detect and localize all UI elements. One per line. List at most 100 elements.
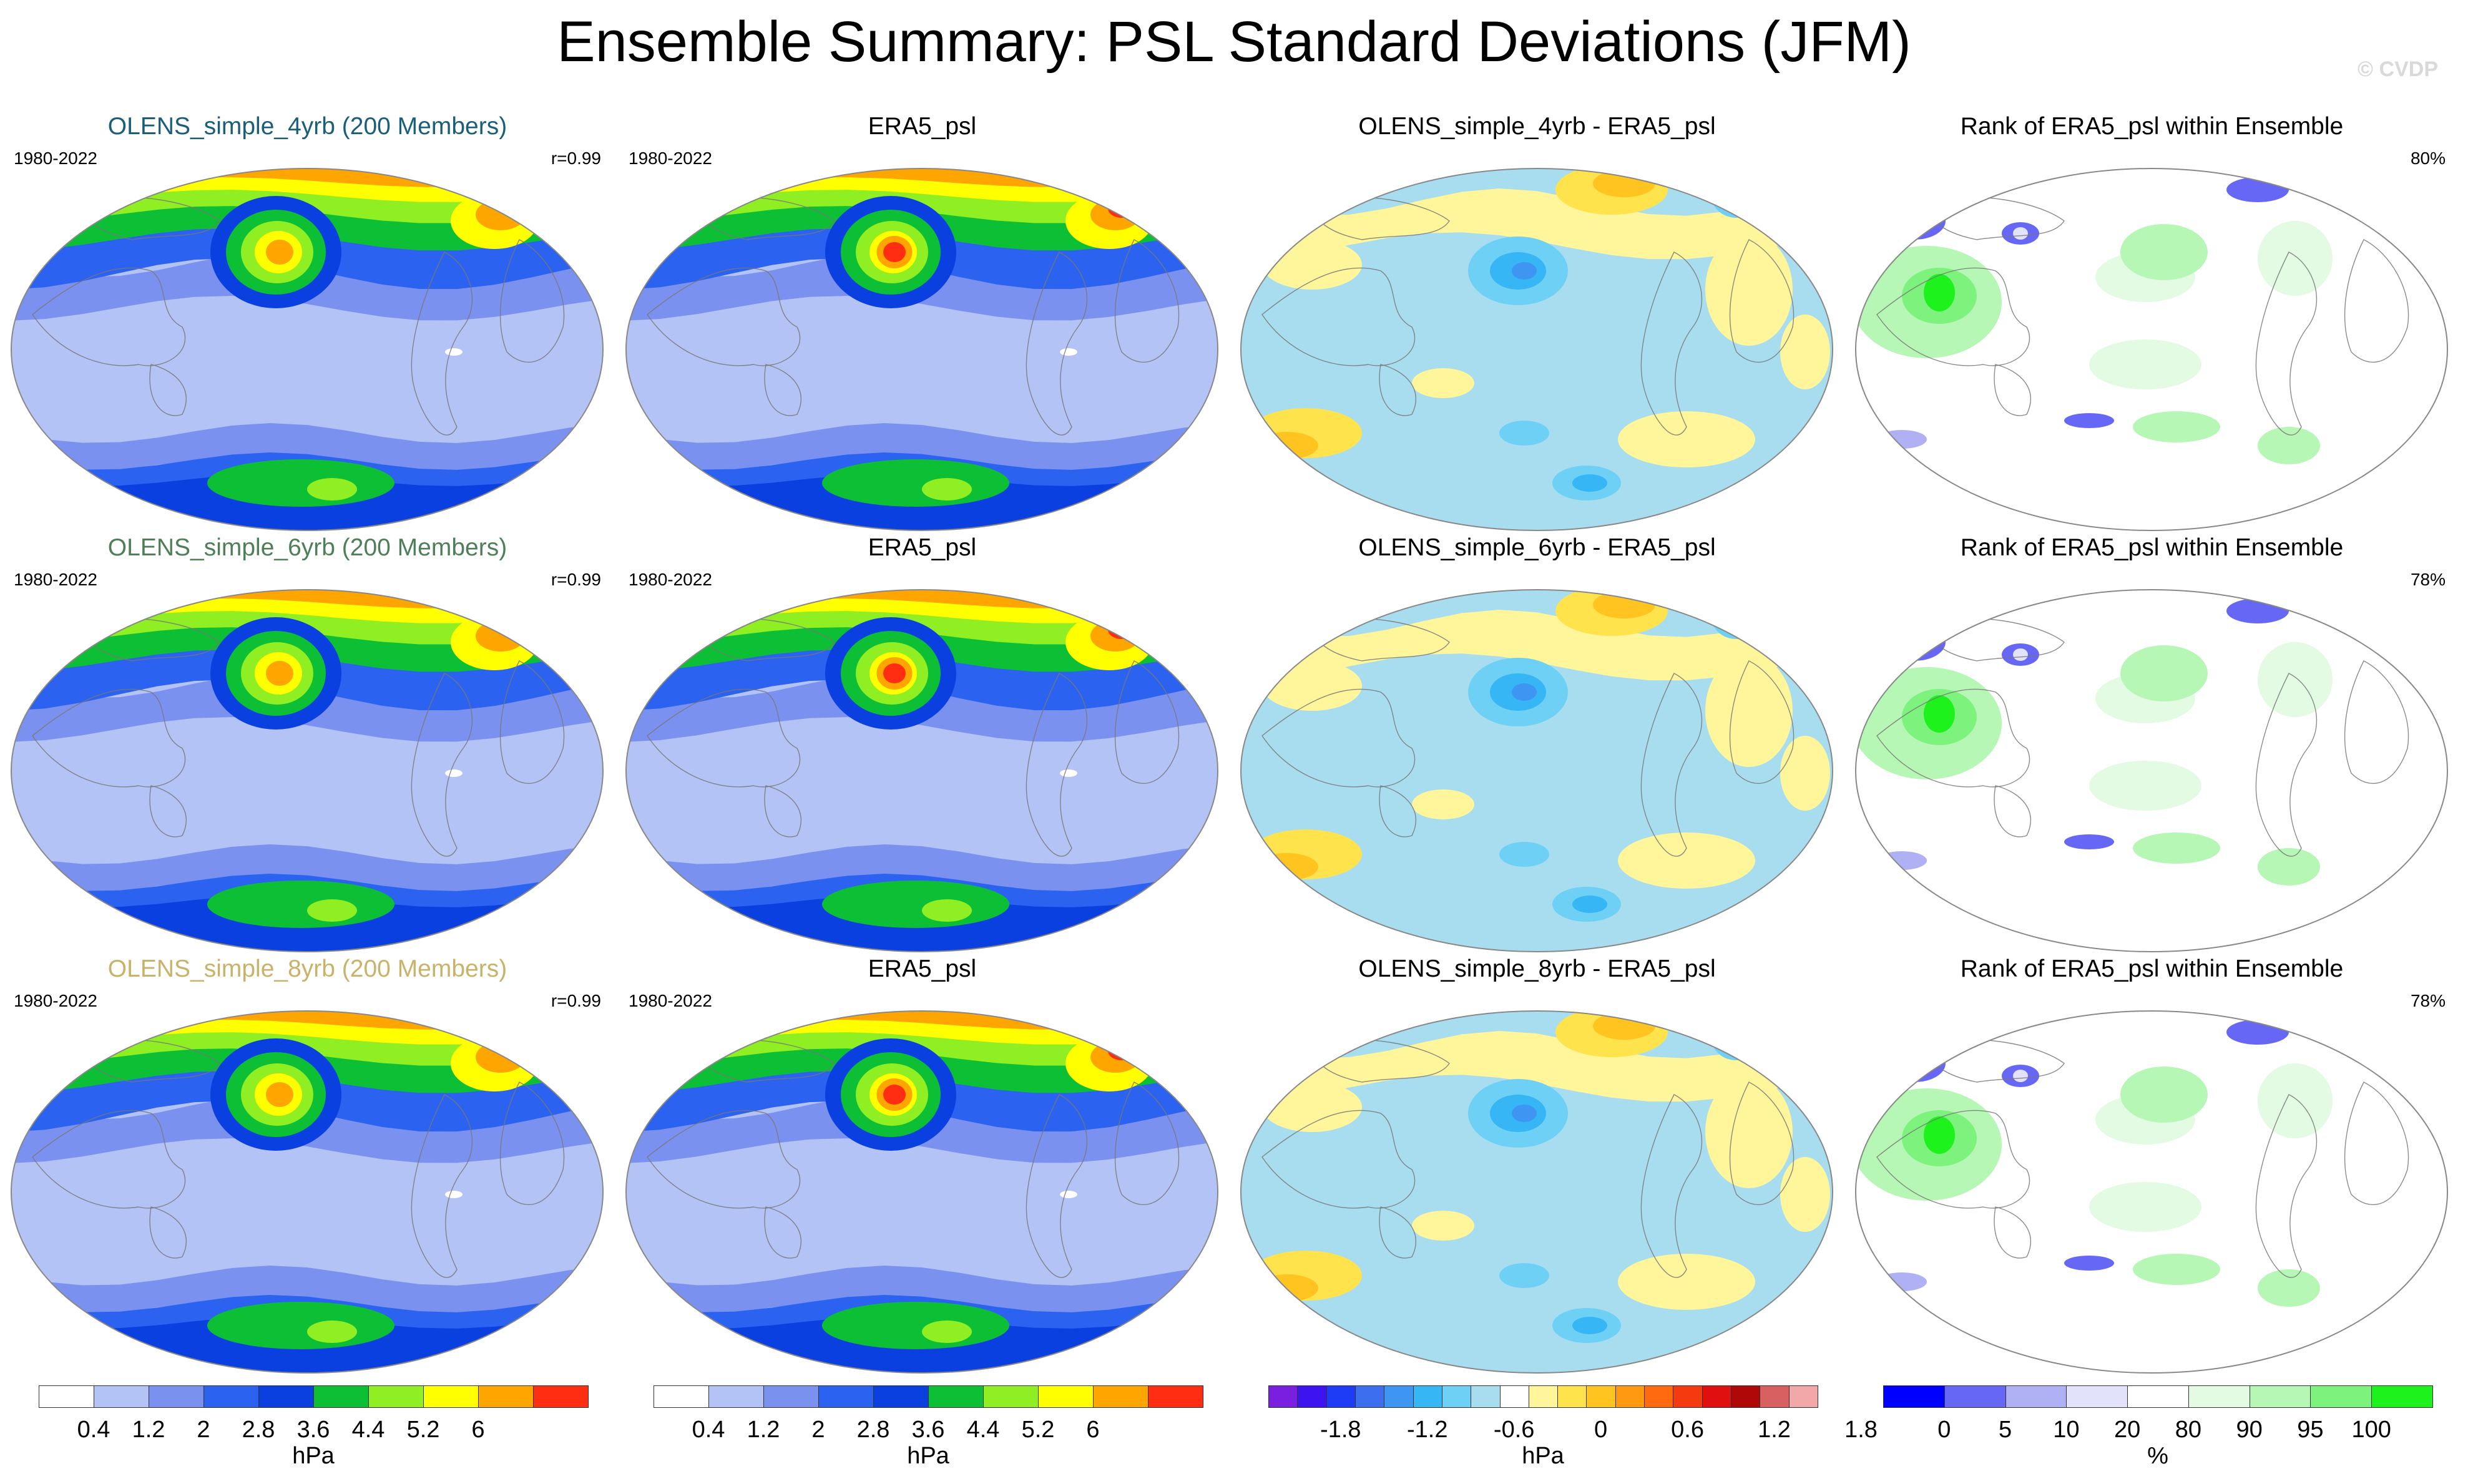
coastline-0 [1261,267,1416,366]
colorbar-tick-label: 6 [471,1417,485,1443]
south-rank-low [2064,1256,2114,1271]
atlantic-positive [1705,1076,1793,1188]
coastline-3 [1379,1206,1416,1259]
colorbar-swatches [654,1385,1203,1408]
coastline-2 [1114,1081,1180,1205]
sh-center-lvl5 [822,459,1009,507]
colorbar-tick-label: 10 [2053,1417,2080,1443]
map-boundary [625,168,1218,531]
colorbar-swatch [928,1385,984,1408]
colorbar-swatch [2310,1385,2373,1408]
map-boundary [1240,589,1833,952]
tropical-low-patch [1060,348,1077,356]
east-positive [1780,315,1830,389]
south-atlantic-positive [1618,411,1755,467]
period-label: 1980-2022 [629,570,712,589]
colorbar-swatch [873,1385,929,1408]
indian-positive-core [1256,432,1318,459]
colorbar-swatch [1557,1385,1587,1408]
colorbar-tick-label: 1.2 [747,1417,780,1443]
colorbar-tick-label: 20 [2113,1417,2141,1443]
colorbar-swatch [1944,1385,2006,1408]
npac-negative-center [1512,262,1537,280]
coastline-4 [697,618,835,661]
colorbar-swatch [2249,1385,2311,1408]
coastline-3 [1994,364,2031,416]
panel-title: OLENS_simple_8yrb (200 Members) [107,955,507,982]
arctic-lvl9 [735,168,810,180]
model-panel: OLENS_simple_6yrb (200 Members) 1980-2022… [0,534,615,952]
cvdp-watermark: © CVDP [2358,57,2438,81]
colorbar-swatch [2371,1385,2433,1408]
arctic-lvl9 [735,1011,810,1022]
natl-negative [1711,174,1761,218]
asia-rank-low-core [2013,1070,2028,1082]
sh-center-lvl5 [207,459,394,507]
colorbar-tick-label: 5 [1998,1417,2012,1443]
sh-band-lvl2 [626,423,1218,481]
rank-field [1856,1011,2447,1373]
npac-center-lvl9 [883,242,906,262]
east-positive [1780,736,1830,811]
colorbar-tick-label: 3.6 [296,1417,330,1443]
panel-title: OLENS_simple_8yrb - ERA5_psl [1358,955,1716,982]
colorbar-tick-label: -0.6 [1493,1417,1535,1443]
colorbar-swatch [2005,1385,2067,1408]
tropical-low-patch [1060,1191,1077,1198]
colorbar-unit-label: hPa [292,1443,335,1469]
colorbar-tick-label: 1.8 [1844,1417,1878,1443]
model-panel: OLENS_simple_4yrb (200 Members) 1980-2022… [0,112,615,531]
colorbar-tick-label: 2.8 [856,1417,890,1443]
obs-map [625,589,1218,952]
coastline-4 [1311,197,1450,240]
colorbar-swatch [1384,1385,1414,1408]
obs-panel: ERA5_psl 1980-2022 [615,534,1230,952]
colorbar-unit-label: hPa [907,1443,949,1469]
south-pacific-rank-high [2089,339,2201,389]
coastline-3 [1994,1206,2031,1259]
nh-positive-core [1593,591,1655,618]
colorbar-swatch [1731,1385,1761,1408]
coastline-1 [1640,251,1703,436]
map-boundary [11,1010,604,1374]
coastline-2 [1729,660,1795,784]
coastline-4 [1926,1039,2065,1083]
map-boundary [1855,1010,2448,1374]
colorbar-swatch [258,1385,314,1408]
rank-field [1856,168,2447,530]
coastline-4 [697,1039,835,1083]
coastline-0 [1261,1110,1416,1209]
map-boundary [1855,589,2448,952]
south-pacific-rank-high [2089,1182,2201,1232]
panel-title: ERA5_psl [868,113,977,140]
colorbar-swatch [983,1385,1039,1408]
colorbar-swatch [1528,1385,1559,1408]
map-boundary [1240,1010,1833,1374]
coastline-2 [2344,1081,2409,1205]
rank-map [1855,589,2448,952]
coastline-2 [2344,239,2409,363]
arctic-lvl9 [120,168,195,180]
colorbar-swatch [1702,1385,1731,1408]
model-map [11,1010,604,1374]
figure-title: Ensemble Summary: PSL Standard Deviation… [557,10,1911,74]
indian-positive-core [1256,853,1318,881]
period-label: 1980-2022 [629,149,712,168]
colorbar-swatch [1760,1385,1790,1408]
colorbar-swatch [368,1385,424,1408]
rank-panel: Rank of ERA5_psl within Ensemble 78% [1844,534,2459,952]
coastline-1 [2255,251,2318,436]
sh-negative-core [1572,896,1607,913]
antarctic-lvl4 [626,942,1218,952]
obs-field [626,168,1218,530]
siberia-rank-low [1883,1045,1946,1082]
colorbar-swatch [39,1385,94,1408]
asia-rank-low-core [2013,227,2028,240]
south-pacific-positive [1412,368,1474,398]
south-atlantic-positive [1618,832,1755,889]
coastline-1 [1026,1094,1088,1278]
rank-percent-label: 78% [2410,991,2446,1010]
coastline-4 [82,618,220,661]
colorbar-swatch [1093,1385,1148,1408]
diff-panel: OLENS_simple_4yrb - ERA5_psl [1230,112,1844,531]
